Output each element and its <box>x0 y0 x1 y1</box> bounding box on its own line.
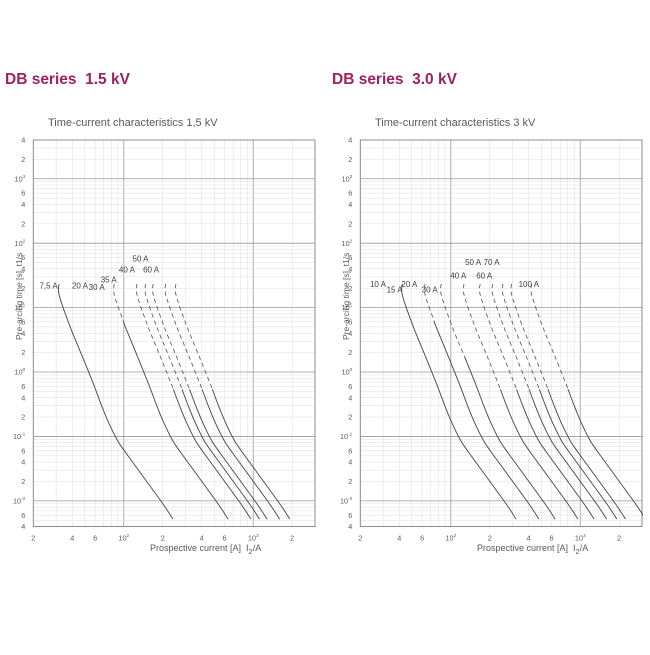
svg-text:4: 4 <box>200 534 204 543</box>
svg-text:60 A: 60 A <box>143 266 160 275</box>
svg-text:70 A: 70 A <box>484 258 501 267</box>
svg-text:2: 2 <box>348 413 352 422</box>
svg-text:4: 4 <box>527 534 531 543</box>
svg-text:100: 100 <box>342 367 353 377</box>
svg-text:2: 2 <box>290 534 294 543</box>
svg-text:4: 4 <box>21 458 25 467</box>
svg-text:4: 4 <box>348 200 352 209</box>
svg-text:2: 2 <box>21 219 25 228</box>
svg-text:100: 100 <box>15 367 26 377</box>
svg-text:102: 102 <box>445 533 456 543</box>
svg-text:2: 2 <box>488 534 492 543</box>
svg-text:35 A: 35 A <box>101 275 118 284</box>
svg-text:40 A: 40 A <box>119 266 136 275</box>
svg-text:2: 2 <box>21 413 25 422</box>
svg-text:2: 2 <box>348 348 352 357</box>
svg-text:4: 4 <box>21 200 25 209</box>
svg-text:6: 6 <box>549 534 553 543</box>
svg-text:2: 2 <box>21 155 25 164</box>
svg-text:20 A: 20 A <box>72 281 89 290</box>
svg-text:100 A: 100 A <box>519 280 540 289</box>
svg-text:6: 6 <box>21 382 25 391</box>
svg-text:30 A: 30 A <box>422 286 439 295</box>
svg-text:10-1: 10-1 <box>340 432 353 442</box>
svg-text:2: 2 <box>21 348 25 357</box>
svg-text:40 A: 40 A <box>450 272 467 281</box>
svg-text:103: 103 <box>15 174 26 184</box>
svg-text:4: 4 <box>21 136 25 145</box>
svg-text:4: 4 <box>397 534 401 543</box>
svg-text:2: 2 <box>21 477 25 486</box>
svg-text:4: 4 <box>348 522 352 531</box>
svg-text:103: 103 <box>248 533 259 543</box>
svg-text:6: 6 <box>21 446 25 455</box>
svg-text:6: 6 <box>21 511 25 520</box>
svg-text:6: 6 <box>93 534 97 543</box>
svg-text:4: 4 <box>348 136 352 145</box>
svg-text:15 A: 15 A <box>387 286 404 295</box>
svg-text:2: 2 <box>31 534 35 543</box>
svg-text:2: 2 <box>161 534 165 543</box>
svg-text:20 A: 20 A <box>401 280 418 289</box>
svg-text:2: 2 <box>358 534 362 543</box>
svg-text:50 A: 50 A <box>133 254 150 263</box>
svg-text:10-1: 10-1 <box>13 432 26 442</box>
svg-text:50 A: 50 A <box>465 258 482 267</box>
svg-text:10-2: 10-2 <box>13 496 26 506</box>
svg-text:102: 102 <box>15 238 26 248</box>
svg-text:6: 6 <box>222 534 226 543</box>
svg-text:4: 4 <box>348 458 352 467</box>
svg-text:2: 2 <box>348 155 352 164</box>
svg-text:4: 4 <box>348 393 352 402</box>
svg-text:102: 102 <box>342 238 353 248</box>
svg-text:6: 6 <box>348 511 352 520</box>
svg-text:10 A: 10 A <box>370 280 387 289</box>
svg-text:103: 103 <box>575 533 586 543</box>
svg-text:6: 6 <box>348 446 352 455</box>
svg-text:103: 103 <box>342 174 353 184</box>
svg-text:10-2: 10-2 <box>340 496 353 506</box>
svg-text:6: 6 <box>21 189 25 198</box>
svg-text:60 A: 60 A <box>476 272 493 281</box>
svg-text:2: 2 <box>348 477 352 486</box>
svg-text:7,5 A: 7,5 A <box>39 281 58 290</box>
svg-text:102: 102 <box>118 533 129 543</box>
svg-text:4: 4 <box>21 393 25 402</box>
svg-text:6: 6 <box>420 534 424 543</box>
svg-text:4: 4 <box>21 522 25 531</box>
svg-text:6: 6 <box>348 382 352 391</box>
svg-text:2: 2 <box>348 219 352 228</box>
svg-text:4: 4 <box>70 534 74 543</box>
svg-text:6: 6 <box>348 189 352 198</box>
svg-text:2: 2 <box>617 534 621 543</box>
